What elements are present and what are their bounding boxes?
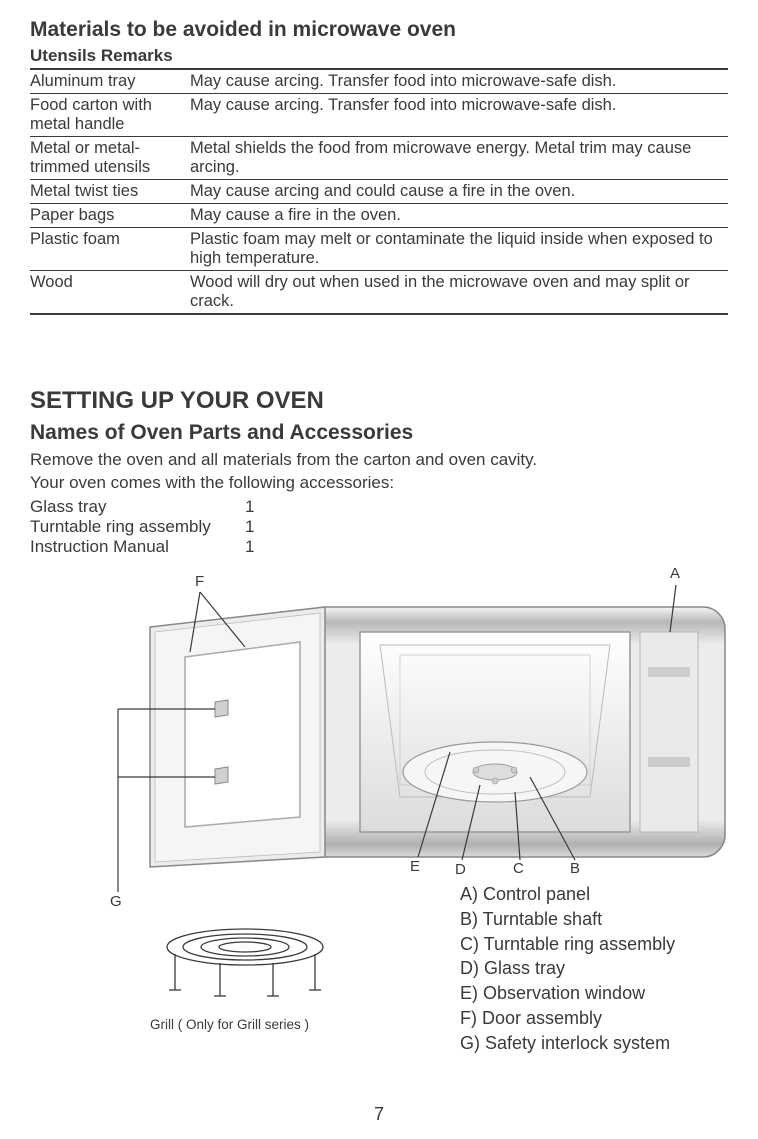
accessory-qty: 1	[245, 517, 254, 537]
remark-cell: May cause arcing. Transfer food into mic…	[190, 69, 728, 94]
table-row: Aluminum trayMay cause arcing. Transfer …	[30, 69, 728, 94]
label-e: E	[410, 858, 420, 875]
utensil-cell: Aluminum tray	[30, 69, 190, 94]
label-d: D	[455, 861, 466, 878]
utensil-cell: Metal or metal-trimmed utensils	[30, 137, 190, 180]
remark-cell: May cause arcing. Transfer food into mic…	[190, 94, 728, 137]
accessory-name: Turntable ring assembly	[30, 517, 245, 537]
remark-cell: Plastic foam may melt or contaminate the…	[190, 228, 728, 271]
legend-item: D) Glass tray	[460, 956, 675, 981]
utensil-cell: Metal twist ties	[30, 180, 190, 204]
legend-item: C) Turntable ring assembly	[460, 932, 675, 957]
label-c: C	[513, 860, 524, 877]
legend-item: F) Door assembly	[460, 1006, 675, 1031]
legend-item: G) Safety interlock system	[460, 1031, 675, 1056]
parts-legend: A) Control panel B) Turntable shaft C) T…	[460, 882, 675, 1056]
oven-diagram: A F G E D C B A) Control panel B) Turnta…	[30, 537, 730, 1037]
accessory-row: Turntable ring assembly1	[30, 517, 728, 537]
accessory-name: Glass tray	[30, 497, 245, 517]
setting-heading: SETTING UP YOUR OVEN	[30, 387, 728, 415]
remark-cell: May cause arcing and could cause a fire …	[190, 180, 728, 204]
materials-table: Aluminum trayMay cause arcing. Transfer …	[30, 68, 728, 315]
label-f: F	[195, 573, 204, 590]
accessory-row: Glass tray1	[30, 497, 728, 517]
utensil-cell: Food carton with metal handle	[30, 94, 190, 137]
materials-heading: Materials to be avoided in microwave ove…	[30, 18, 728, 42]
utensil-cell: Paper bags	[30, 204, 190, 228]
legend-item: B) Turntable shaft	[460, 907, 675, 932]
remark-cell: May cause a fire in the oven.	[190, 204, 728, 228]
legend-item: E) Observation window	[460, 981, 675, 1006]
table-row: WoodWood will dry out when used in the m…	[30, 271, 728, 315]
label-g: G	[110, 893, 122, 910]
label-b: B	[570, 860, 580, 877]
accessory-qty: 1	[245, 497, 254, 517]
grill-caption: Grill ( Only for Grill series )	[150, 1017, 309, 1032]
page-number: 7	[374, 1104, 384, 1125]
remark-cell: Wood will dry out when used in the micro…	[190, 271, 728, 315]
legend-item: A) Control panel	[460, 882, 675, 907]
table-row: Metal twist tiesMay cause arcing and cou…	[30, 180, 728, 204]
table-row: Plastic foamPlastic foam may melt or con…	[30, 228, 728, 271]
intro-line-1: Remove the oven and all materials from t…	[30, 449, 728, 472]
table-row: Metal or metal-trimmed utensilsMetal shi…	[30, 137, 728, 180]
label-a: A	[670, 565, 680, 582]
utensil-cell: Plastic foam	[30, 228, 190, 271]
table-header: Utensils Remarks	[30, 46, 728, 66]
table-row: Food carton with metal handleMay cause a…	[30, 94, 728, 137]
remark-cell: Metal shields the food from microwave en…	[190, 137, 728, 180]
parts-heading: Names of Oven Parts and Accessories	[30, 421, 728, 445]
table-row: Paper bagsMay cause a fire in the oven.	[30, 204, 728, 228]
intro-line-2: Your oven comes with the following acces…	[30, 472, 728, 495]
utensil-cell: Wood	[30, 271, 190, 315]
